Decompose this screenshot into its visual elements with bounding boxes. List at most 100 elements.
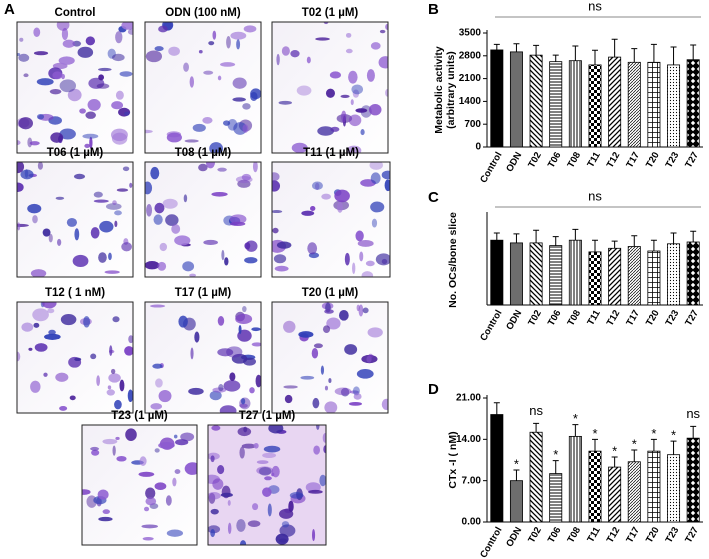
x-tick-label: T20 — [644, 308, 662, 328]
cell — [67, 88, 82, 102]
micrograph-frame — [16, 301, 134, 414]
cell — [104, 270, 120, 274]
micrograph-frame — [16, 21, 134, 154]
cell — [356, 369, 374, 379]
x-tick-label: ODN — [504, 308, 524, 332]
micrograph — [144, 301, 262, 414]
cell — [139, 456, 147, 466]
y-tick-label: 2100 — [459, 73, 482, 84]
bar — [627, 246, 641, 306]
annotation: ns — [588, 188, 602, 203]
cell — [236, 39, 241, 50]
x-tick-label: T11 — [585, 525, 603, 545]
cell — [210, 455, 215, 463]
cell — [279, 538, 288, 543]
x-tick-label: T17 — [624, 308, 642, 328]
cell — [87, 98, 101, 111]
cell — [82, 489, 91, 495]
x-tick-label: T23 — [664, 150, 682, 170]
significance-label: ns — [529, 403, 543, 418]
cell — [48, 329, 56, 335]
cell — [345, 48, 353, 54]
cell — [23, 73, 29, 78]
cell — [183, 62, 189, 72]
cell — [322, 325, 331, 333]
cell — [127, 28, 133, 35]
error-bar — [592, 239, 598, 252]
cell — [77, 46, 94, 58]
cell — [348, 70, 358, 84]
error-bar — [650, 239, 657, 251]
cell — [122, 166, 130, 172]
cell — [115, 436, 120, 440]
cell — [344, 252, 350, 266]
cell — [21, 322, 34, 332]
cell — [44, 333, 61, 340]
error-bar — [493, 402, 500, 415]
micrograph-cells — [272, 162, 390, 277]
cell — [129, 182, 133, 188]
cell — [115, 90, 124, 100]
cell — [208, 491, 221, 500]
bar — [608, 56, 622, 148]
cell — [108, 373, 121, 383]
cell — [96, 375, 101, 387]
cell — [47, 308, 55, 314]
cell — [366, 69, 375, 82]
cell — [18, 117, 33, 130]
cell — [203, 239, 218, 245]
cell — [311, 347, 319, 359]
significance-label: * — [553, 447, 558, 462]
cell — [198, 163, 208, 172]
cell — [60, 313, 77, 326]
error-bar — [533, 229, 540, 243]
cell — [314, 182, 320, 191]
x-tick-label: T02 — [526, 525, 544, 545]
cell — [98, 67, 112, 72]
cell — [118, 107, 131, 117]
cell — [105, 203, 122, 210]
cell — [344, 344, 358, 355]
cell — [274, 265, 289, 272]
cell — [340, 94, 350, 98]
micrograph-cells — [145, 162, 258, 277]
cell — [150, 304, 166, 308]
cell — [237, 179, 251, 188]
cell — [145, 260, 160, 270]
bar — [627, 61, 641, 148]
cell — [239, 403, 248, 408]
cell — [241, 173, 252, 181]
cell — [142, 536, 154, 541]
cell — [288, 500, 294, 513]
cell — [194, 331, 200, 343]
cell — [226, 36, 231, 49]
cell — [217, 465, 225, 475]
cell — [32, 215, 38, 224]
x-tick-label: ODN — [504, 150, 524, 174]
micrograph — [271, 161, 391, 278]
cell — [144, 506, 150, 512]
cell — [90, 446, 100, 451]
cell — [371, 218, 378, 228]
cell — [381, 170, 390, 180]
micrograph — [16, 21, 134, 154]
cell — [208, 41, 215, 46]
error-bar — [552, 460, 559, 474]
image-label: ODN (100 nM) — [165, 7, 241, 19]
bar — [608, 247, 622, 306]
cell — [313, 445, 321, 455]
cell — [49, 88, 62, 95]
cell — [184, 139, 199, 143]
significance-label: * — [612, 443, 617, 458]
bar — [667, 243, 681, 306]
cell — [178, 315, 188, 328]
significance-label: ns — [686, 406, 700, 421]
cell — [112, 445, 116, 456]
cell — [223, 380, 241, 392]
micrograph-frame — [144, 21, 262, 154]
cell — [313, 343, 323, 349]
cell — [27, 137, 33, 148]
bar — [568, 60, 582, 148]
bar — [509, 51, 523, 148]
